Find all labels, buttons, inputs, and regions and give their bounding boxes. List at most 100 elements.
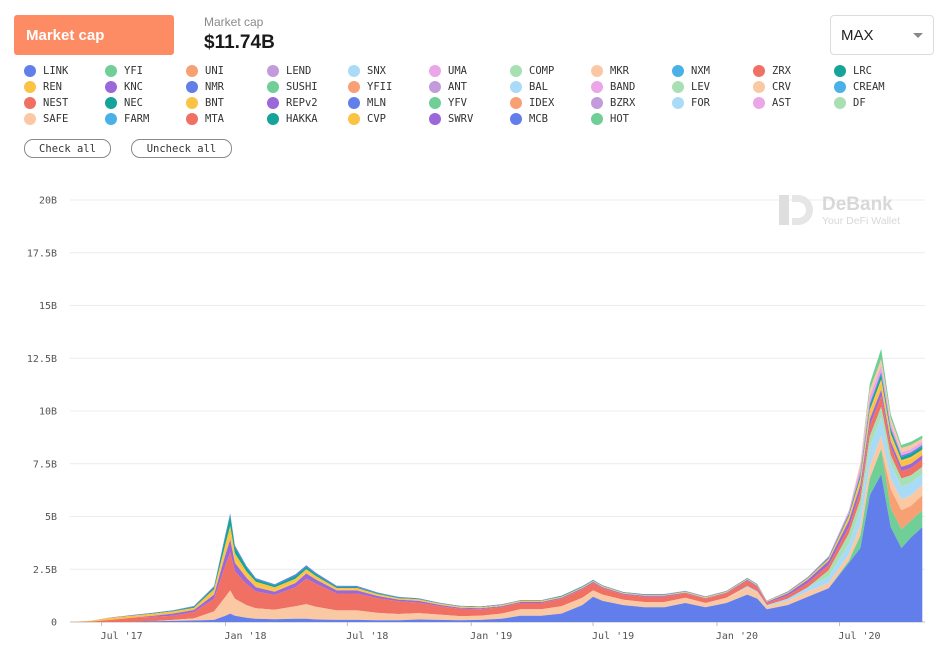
legend-item-yfv[interactable]: YFV [429,97,467,109]
time-range-value: MAX [841,26,874,44]
legend-label: AST [772,97,791,109]
legend-label: COMP [529,65,555,77]
legend-label: BAND [610,81,636,93]
legend-item-mcb[interactable]: MCB [510,113,548,125]
legend-item-nec[interactable]: NEC [105,97,143,109]
debank-logo-icon [779,195,813,225]
legend-item-hot[interactable]: HOT [591,113,629,125]
legend-item-lrc[interactable]: LRC [834,65,872,77]
watermark-title: DeBank [822,194,893,215]
legend-label: LINK [43,65,69,77]
legend-item-bal[interactable]: BAL [510,81,548,93]
legend-item-hakka[interactable]: HAKKA [267,113,318,125]
legend-item-mln[interactable]: MLN [348,97,386,109]
legend-dot-icon [267,81,279,93]
legend-item-yfi[interactable]: YFI [105,65,143,77]
legend-dot-icon [24,113,36,125]
legend-item-df[interactable]: DF [834,97,866,109]
legend-dot-icon [186,81,198,93]
legend-item-band[interactable]: BAND [591,81,635,93]
legend-label: NXM [691,65,710,77]
legend-item-mta[interactable]: MTA [186,113,224,125]
legend-item-yfii[interactable]: YFII [348,81,392,93]
legend-dot-icon [105,81,117,93]
legend-label: YFI [124,65,143,77]
legend-item-knc[interactable]: KNC [105,81,143,93]
legend-label: LEV [691,81,710,93]
legend-label: SAFE [43,113,69,125]
legend-item-farm[interactable]: FARM [105,113,149,125]
legend-label: YFV [448,97,467,109]
legend-item-cvp[interactable]: CVP [348,113,386,125]
legend-item-bzrx[interactable]: BZRX [591,97,635,109]
legend-dot-icon [186,113,198,125]
legend-dot-icon [510,97,522,109]
legend-dot-icon [105,97,117,109]
legend-label: KNC [124,81,143,93]
stacked-areas [70,348,923,622]
chevron-down-icon [913,32,923,38]
x-tick-label: Jan '18 [224,631,266,642]
legend-item-repv2[interactable]: REPv2 [267,97,318,109]
legend-item-lev[interactable]: LEV [672,81,710,93]
x-tick-label: Jan '19 [470,631,512,642]
legend-item-for[interactable]: FOR [672,97,710,109]
legend-dot-icon [510,65,522,77]
legend-label: BNT [205,97,224,109]
time-range-select[interactable]: MAX [830,15,934,55]
legend-dot-icon [591,113,603,125]
legend-item-safe[interactable]: SAFE [24,113,68,125]
legend-item-ant[interactable]: ANT [429,81,467,93]
legend-dot-icon [510,113,522,125]
legend-label: BAL [529,81,548,93]
legend-dot-icon [591,81,603,93]
legend-item-sushi[interactable]: SUSHI [267,81,318,93]
legend-dot-icon [672,65,684,77]
legend-dot-icon [753,97,765,109]
x-tick-label: Jul '18 [346,631,388,642]
market-cap-tab[interactable]: Market cap [14,15,174,55]
legend-dot-icon [753,65,765,77]
x-tick-label: Jul '17 [101,631,143,642]
legend-item-crv[interactable]: CRV [753,81,791,93]
legend-item-cream[interactable]: CREAM [834,81,885,93]
legend-item-mkr[interactable]: MKR [591,65,629,77]
y-tick-label: 12.5B [27,354,57,365]
legend-dot-icon [429,113,441,125]
legend-item-lend[interactable]: LEND [267,65,311,77]
legend-item-comp[interactable]: COMP [510,65,554,77]
legend-item-nxm[interactable]: NXM [672,65,710,77]
legend-label: LEND [286,65,312,77]
legend-item-ren[interactable]: REN [24,81,62,93]
legend-dot-icon [591,65,603,77]
summary-label: Market cap [204,15,264,29]
legend-label: ZRX [772,65,791,77]
legend-dot-icon [429,65,441,77]
legend-label: FARM [124,113,150,125]
legend-label: YFII [367,81,393,93]
legend-item-zrx[interactable]: ZRX [753,65,791,77]
legend-label: MLN [367,97,386,109]
legend-label: MCB [529,113,548,125]
check-all-button[interactable]: Check all [24,139,111,158]
legend-item-snx[interactable]: SNX [348,65,386,77]
legend-item-bnt[interactable]: BNT [186,97,224,109]
legend-item-nmr[interactable]: NMR [186,81,224,93]
legend-item-nest[interactable]: NEST [24,97,68,109]
area-series-sushi [70,348,923,622]
legend-item-ast[interactable]: AST [753,97,791,109]
legend-item-idex[interactable]: IDEX [510,97,554,109]
legend-item-uma[interactable]: UMA [429,65,467,77]
legend-dot-icon [834,97,846,109]
legend-item-uni[interactable]: UNI [186,65,224,77]
market-cap-chart: 0 2.5B 5B 7.5B 10B 12.5B 15B 17.5B 20B Jul '17 Jan… [27,194,925,642]
legend-dot-icon [672,97,684,109]
watermark: DeBank Your DeFi Wallet [779,194,900,227]
uncheck-all-button[interactable]: Uncheck all [131,139,232,158]
legend-item-link[interactable]: LINK [24,65,68,77]
legend-label: MKR [610,65,629,77]
legend-label: FOR [691,97,710,109]
legend-label: SNX [367,65,386,77]
legend-label: REN [43,81,62,93]
legend-item-swrv[interactable]: SWRV [429,113,473,125]
